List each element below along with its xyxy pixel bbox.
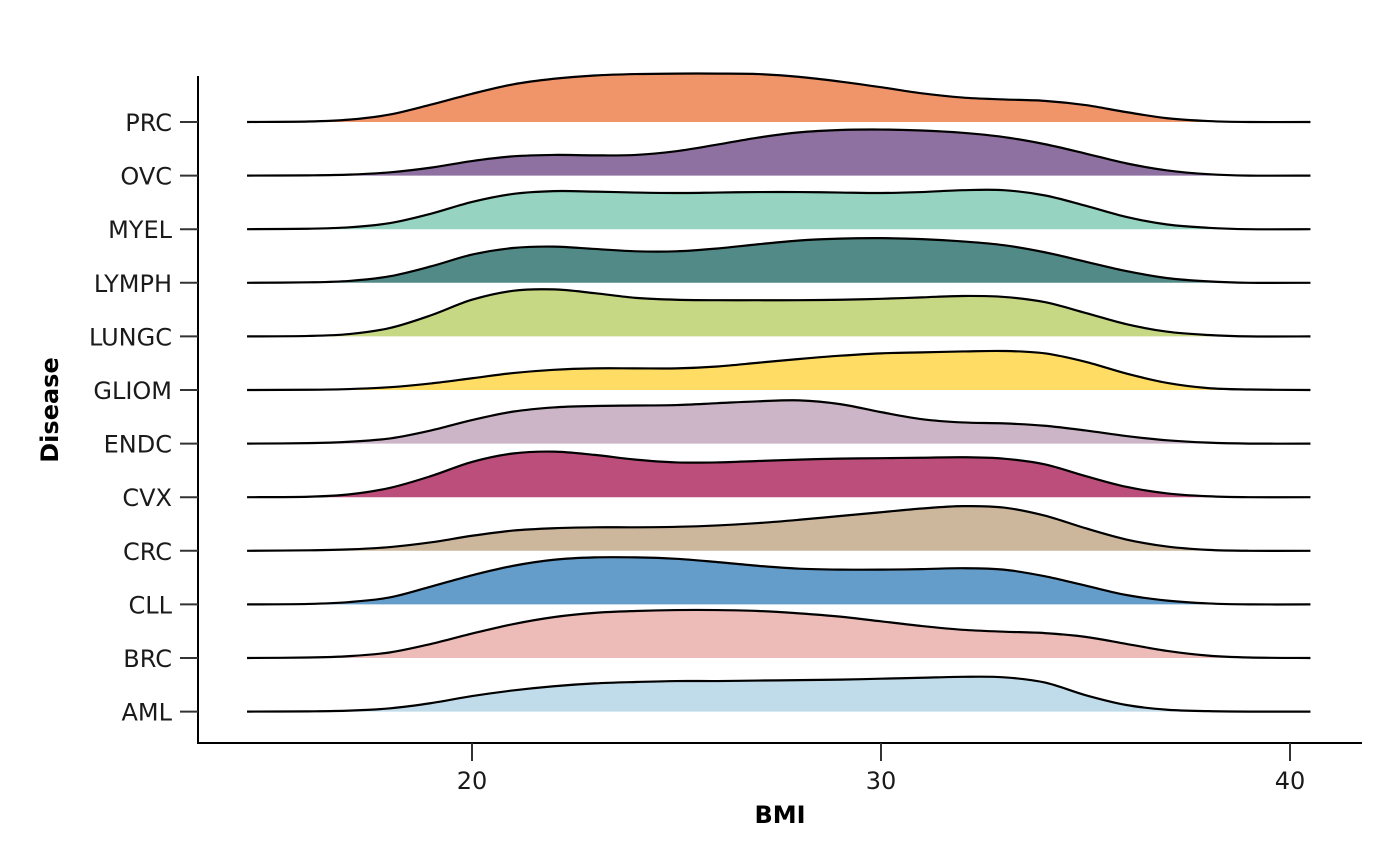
ridge-line-cvx — [247, 450, 1311, 499]
ridge-endc — [247, 399, 1311, 445]
ridge-line-gliom — [247, 349, 1311, 392]
ridge-lungc — [247, 288, 1311, 338]
ridge-prc — [247, 72, 1311, 124]
x-tick-label: 40 — [1275, 767, 1306, 795]
ridge-fill-lungc — [247, 289, 1311, 337]
ridge-line-endc — [247, 399, 1311, 445]
axes-group — [197, 76, 1362, 744]
ridge-line-cll — [247, 556, 1311, 606]
ridge-fill-aml — [247, 676, 1311, 712]
ridge-fill-crc — [247, 506, 1311, 551]
ridge-fill-ovc — [247, 129, 1311, 176]
ridge-line-myel — [247, 188, 1311, 231]
y-tick-label: AML — [122, 699, 173, 727]
ridge-line-crc — [247, 504, 1311, 552]
ridge-fill-prc — [247, 73, 1311, 123]
ridge-lymph — [247, 237, 1311, 285]
ridge-aml — [247, 675, 1311, 713]
ridge-line-prc — [247, 72, 1311, 124]
ridge-cvx — [247, 450, 1311, 499]
ridge-gliom — [247, 349, 1311, 392]
x-tick-label: 30 — [866, 767, 897, 795]
y-ticks-group: PRC OVC MYEL LYMPH LUNGC GLIOM ENDC CVX CRC CLL BR… — [89, 109, 198, 727]
ridge-fill-brc — [247, 609, 1311, 658]
ridge-ovc — [247, 128, 1311, 177]
ridge-line-lymph — [247, 237, 1311, 285]
y-tick-label: PRC — [125, 109, 172, 137]
ridge-fill-cll — [247, 557, 1311, 605]
ridges-group — [247, 72, 1311, 713]
ridge-brc — [247, 608, 1311, 660]
y-axis-title: Disease — [36, 357, 64, 462]
y-tick-label: ENDC — [104, 431, 172, 459]
x-tick-label: 20 — [457, 767, 488, 795]
ridge-myel — [247, 188, 1311, 231]
x-ticks-group: 20 30 40 — [457, 743, 1306, 795]
ridge-line-brc — [247, 608, 1311, 660]
ridge-crc — [247, 504, 1311, 552]
y-tick-label: LYMPH — [94, 270, 172, 298]
y-tick-label: MYEL — [108, 216, 173, 244]
ridge-fill-cvx — [247, 451, 1311, 498]
y-tick-label: BRC — [123, 645, 172, 673]
ridge-line-ovc — [247, 128, 1311, 177]
ridge-fill-lymph — [247, 238, 1311, 283]
y-tick-label: CLL — [129, 591, 173, 619]
y-tick-label: LUNGC — [89, 323, 172, 351]
ridge-line-lungc — [247, 288, 1311, 338]
ridge-cll — [247, 556, 1311, 606]
x-axis-title: BMI — [754, 801, 805, 829]
ridge-fill-endc — [247, 400, 1311, 444]
y-tick-label: CVX — [122, 484, 172, 512]
y-tick-label: CRC — [123, 538, 172, 566]
ridge-fill-gliom — [247, 350, 1311, 390]
ridge-line-aml — [247, 675, 1311, 713]
y-tick-label: GLIOM — [93, 377, 172, 405]
ridge-fill-myel — [247, 189, 1311, 230]
y-tick-label: OVC — [120, 163, 172, 191]
